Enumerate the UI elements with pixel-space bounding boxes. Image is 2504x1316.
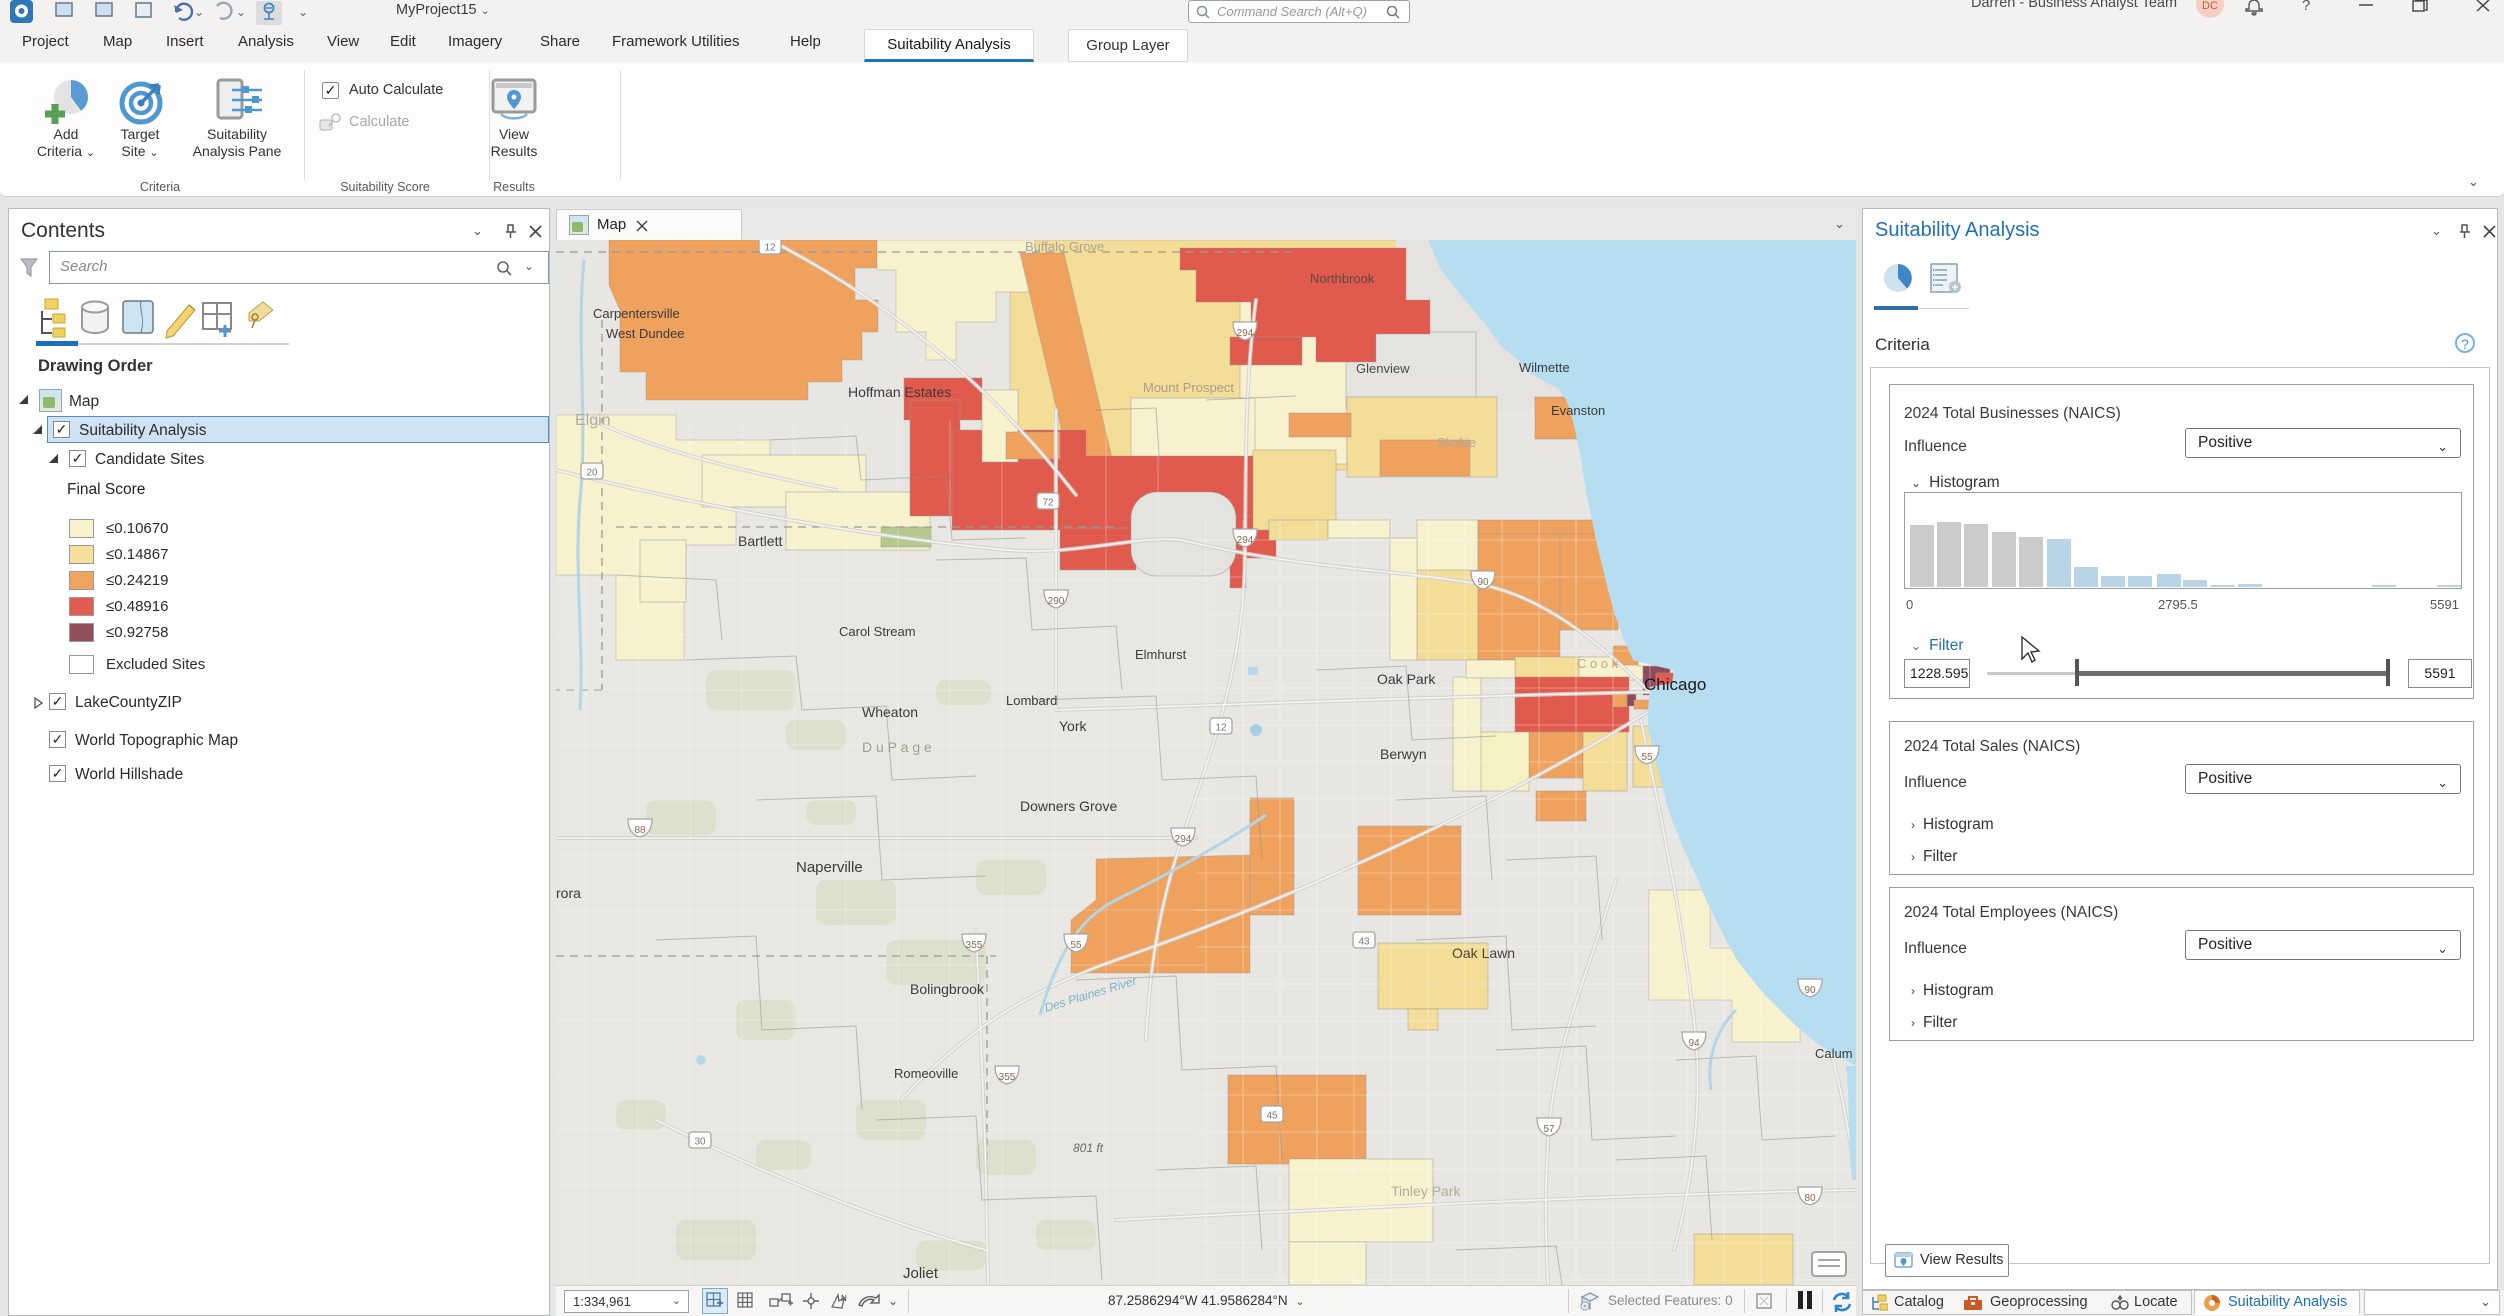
svg-text:Naperville: Naperville: [796, 859, 863, 876]
svg-text:Chicago: Chicago: [1644, 675, 1706, 694]
svg-text:88: 88: [634, 825, 646, 836]
svg-text:94: 94: [1688, 1038, 1700, 1049]
svg-text:12: 12: [1215, 723, 1227, 734]
svg-text:90: 90: [1804, 985, 1816, 996]
svg-text:N: N: [841, 1294, 847, 1303]
svg-text:⌄: ⌄: [298, 5, 308, 19]
svg-text:355: 355: [966, 940, 983, 951]
svg-text:Buffalo Grove: Buffalo Grove: [1025, 240, 1104, 254]
svg-text:Elmhurst: Elmhurst: [1135, 647, 1187, 662]
svg-text:290: 290: [1048, 596, 1065, 607]
svg-text:294: 294: [1175, 834, 1192, 845]
svg-text:294: 294: [1237, 328, 1254, 339]
svg-text:Downers Grove: Downers Grove: [1020, 798, 1117, 814]
svg-text:355: 355: [999, 1072, 1016, 1083]
svg-text:Wilmette: Wilmette: [1519, 360, 1570, 375]
svg-text:West Dundee: West Dundee: [606, 326, 685, 341]
svg-text:Wheaton: Wheaton: [862, 704, 918, 720]
svg-text:Joliet: Joliet: [903, 1265, 939, 1282]
svg-text:C o o k: C o o k: [1577, 656, 1619, 671]
svg-text:801 ft: 801 ft: [1073, 1141, 1104, 1155]
svg-text:Evanston: Evanston: [1551, 403, 1605, 418]
svg-text:Carpentersville: Carpentersville: [593, 306, 680, 321]
svg-text:Elgin: Elgin: [575, 412, 611, 429]
svg-text:Northbrook: Northbrook: [1310, 271, 1375, 286]
svg-text:?: ?: [2302, 0, 2310, 14]
svg-text:Oak Park: Oak Park: [1377, 671, 1436, 687]
svg-text:rora: rora: [556, 885, 581, 901]
svg-text:Skokie: Skokie: [1437, 435, 1476, 450]
svg-text:York: York: [1059, 718, 1088, 734]
svg-text:Carol Stream: Carol Stream: [839, 624, 916, 639]
svg-text:Glenview: Glenview: [1356, 361, 1410, 376]
svg-text:Romeoville: Romeoville: [894, 1066, 958, 1081]
svg-text:Calum: Calum: [1815, 1046, 1853, 1061]
svg-text:20: 20: [586, 468, 598, 479]
svg-text:294: 294: [1237, 535, 1254, 546]
svg-text:Mount Prospect: Mount Prospect: [1143, 380, 1234, 395]
svg-text:30: 30: [694, 1137, 706, 1148]
svg-text:43: 43: [1358, 937, 1370, 948]
svg-text:80: 80: [1804, 1193, 1816, 1204]
svg-text:72: 72: [1042, 498, 1054, 509]
svg-text:⌄: ⌄: [236, 5, 246, 19]
svg-text:⌄: ⌄: [194, 5, 204, 19]
svg-text:Oak Lawn: Oak Lawn: [1452, 945, 1515, 961]
svg-text:D u P a g e: D u P a g e: [862, 739, 932, 755]
svg-text:12: 12: [764, 243, 776, 254]
svg-text:Bartlett: Bartlett: [738, 533, 782, 549]
svg-text:55: 55: [1641, 752, 1653, 763]
svg-text:Berwyn: Berwyn: [1380, 746, 1427, 762]
svg-text:Hoffman Estates: Hoffman Estates: [848, 384, 951, 400]
svg-text:Bolingbrook: Bolingbrook: [910, 981, 985, 997]
svg-text:Tinley Park: Tinley Park: [1391, 1183, 1462, 1199]
svg-text:90: 90: [1477, 577, 1489, 588]
svg-text:Lombard: Lombard: [1006, 693, 1057, 708]
svg-text:57: 57: [1543, 1124, 1555, 1135]
svg-text:45: 45: [1266, 1111, 1278, 1122]
svg-text:55: 55: [1070, 940, 1082, 951]
